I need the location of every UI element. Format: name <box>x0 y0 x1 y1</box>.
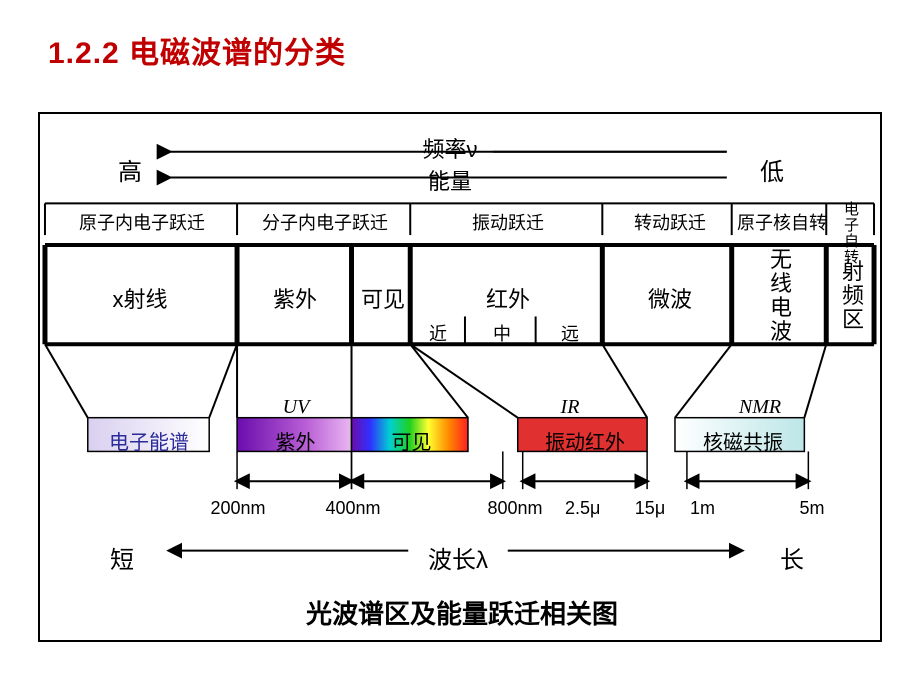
label-high: 高 <box>118 152 142 187</box>
transition-label: 原子内电子跃迁 <box>79 209 205 235</box>
group-label: IR <box>561 396 580 419</box>
scale-tick-label: 5m <box>799 498 824 519</box>
band-sublabel: 远 <box>561 320 579 346</box>
label-wavelength: 波长λ <box>428 540 488 575</box>
diagram-caption: 光波谱区及能量跃迁相关图 <box>306 594 618 631</box>
band-label: 微波 <box>648 282 692 314</box>
band-label: 紫外 <box>273 282 317 314</box>
scale-tick-label: 2.5μ <box>565 498 600 519</box>
label-energy: 能量 <box>428 164 472 196</box>
band-sublabel: 中 <box>493 320 511 346</box>
group-label: NMR <box>739 396 781 419</box>
scale-tick-label: 1m <box>690 498 715 519</box>
page-title: 1.2.2 电磁波谱的分类 <box>48 28 346 72</box>
label-freq: 频率ν <box>422 132 477 164</box>
transition-label: 转动跃迁 <box>634 209 706 235</box>
scale-tick-label: 400nm <box>325 498 380 519</box>
band-label: 红外 <box>486 282 530 314</box>
transition-label: 原子核自转 <box>737 209 827 235</box>
scale-tick-label: 15μ <box>635 498 665 519</box>
group-label: UV <box>283 396 310 419</box>
spectrum-box-label: 振动红外 <box>545 426 625 455</box>
scale-tick-label: 200nm <box>210 498 265 519</box>
band-label: x射线 <box>112 282 167 314</box>
spectrum-diagram: 高 频率ν 能量 低 原子内电子跃迁分子内电子跃迁振动跃迁转动跃迁原子核自转电子… <box>38 112 882 642</box>
band-label: 无线电波 <box>770 248 792 344</box>
band-label: 射频区 <box>842 260 864 332</box>
transition-label: 分子内电子跃迁 <box>262 209 388 235</box>
spectrum-box-label: 核磁共振 <box>703 426 783 455</box>
transition-label: 电子自转 <box>844 202 859 266</box>
spectrum-box-label: 紫外 <box>276 426 316 455</box>
band-label: 可见 <box>361 282 405 314</box>
label-long: 长 <box>780 540 804 575</box>
label-low: 低 <box>760 152 784 187</box>
spectrum-box-label: 可见 <box>392 426 432 455</box>
band-sublabel: 近 <box>429 320 447 346</box>
transition-label: 振动跃迁 <box>472 209 544 235</box>
label-short: 短 <box>110 540 134 575</box>
spectrum-box-label: 电子能谱 <box>109 426 189 455</box>
scale-tick-label: 800nm <box>487 498 542 519</box>
